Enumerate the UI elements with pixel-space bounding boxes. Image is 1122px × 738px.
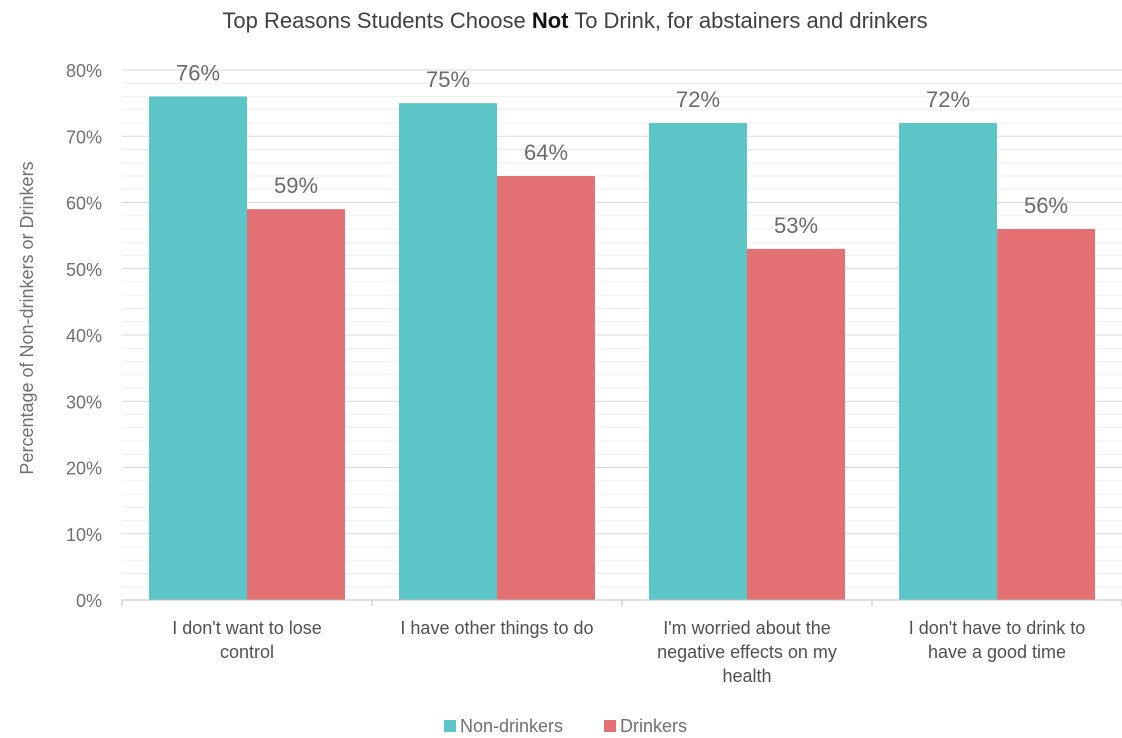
legend-label: Non-drinkers [460, 716, 563, 736]
legend: Non-drinkers Drinkers [444, 716, 687, 736]
data-label: 64% [524, 140, 568, 165]
bar-drinkers [747, 248, 845, 600]
category-label: I have other things to do [400, 618, 593, 638]
data-label: 76% [176, 61, 220, 86]
bars [149, 96, 1095, 600]
y-tick-label: 10% [66, 525, 102, 545]
x-tick-marks [121, 600, 1122, 606]
y-axis-label: Percentage of Non-drinkers or Drinkers [17, 161, 37, 474]
category-labels: I don't want to lose control I have other … [172, 618, 1085, 686]
legend-swatch-drinkers [604, 720, 616, 732]
category-label-line: I have other things to do [400, 618, 593, 638]
y-tick-label: 0% [76, 591, 102, 611]
data-label: 72% [676, 87, 720, 112]
y-tick-label: 40% [66, 326, 102, 346]
bar-drinkers [497, 176, 595, 600]
bar-non-drinkers [899, 123, 997, 600]
bar-non-drinkers [649, 123, 747, 600]
bar-non-drinkers [399, 103, 497, 600]
category-label: I'm worried about the negative effects on… [657, 618, 837, 686]
category-label-line: I don't want to lose [172, 618, 322, 638]
y-tick-label: 20% [66, 459, 102, 479]
y-tick-label: 70% [66, 127, 102, 147]
y-tick-label: 60% [66, 194, 102, 214]
category-label: I don't have to drink to have a good time [909, 618, 1086, 662]
bar-drinkers [997, 229, 1095, 600]
bar-non-drinkers [149, 96, 247, 600]
legend-swatch-non-drinkers [444, 720, 456, 732]
category-label-line: have a good time [928, 642, 1066, 662]
data-label: 72% [926, 87, 970, 112]
data-label: 56% [1024, 193, 1068, 218]
data-label: 75% [426, 67, 470, 92]
category-label: I don't want to lose control [172, 618, 322, 662]
bar-drinkers [247, 209, 345, 600]
chart-title-part-2: To Drink, for abstainers and drinkers [568, 8, 927, 33]
category-label-line: negative effects on my [657, 642, 837, 662]
y-tick-label: 50% [66, 260, 102, 280]
data-label: 59% [274, 173, 318, 198]
chart-title: Top Reasons Students Choose Not To Drink… [222, 8, 927, 33]
data-labels: 76% 75% 72% 72% 59% 64% 53% 56% [176, 61, 1068, 238]
category-label-line: control [220, 642, 274, 662]
y-tick-labels: 0% 10% 20% 30% 40% 50% 60% 70% 80% [66, 61, 102, 611]
y-tick-label: 30% [66, 392, 102, 412]
chart-title-emphasis: Not [532, 8, 569, 33]
data-label: 53% [774, 213, 818, 238]
category-label-line: I don't have to drink to [909, 618, 1086, 638]
chart-title-part-1: Top Reasons Students Choose [222, 8, 531, 33]
category-label-line: health [722, 666, 771, 686]
legend-label: Drinkers [620, 716, 687, 736]
y-tick-label: 80% [66, 61, 102, 81]
category-label-line: I'm worried about the [663, 618, 831, 638]
